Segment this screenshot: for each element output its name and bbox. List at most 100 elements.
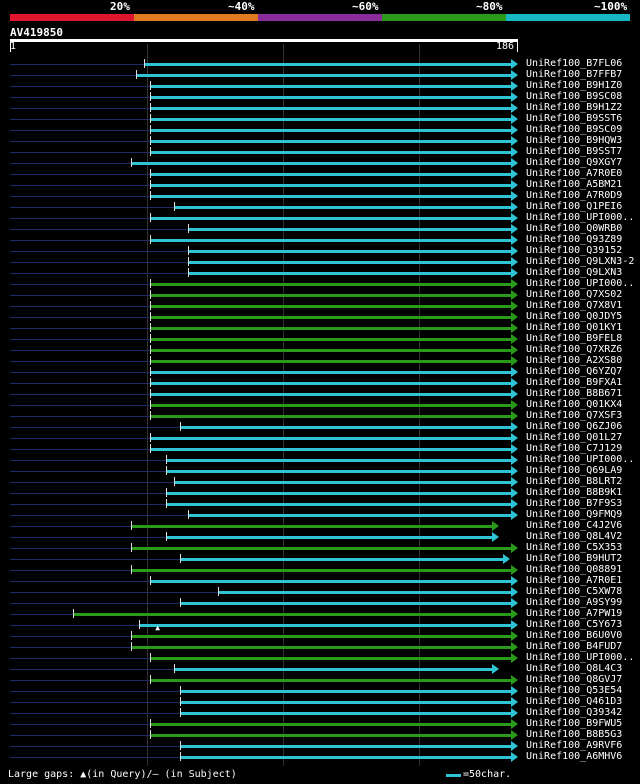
hit-alignment-bar[interactable] (149, 437, 511, 440)
hit-row[interactable]: UniRef100_A2XS80 (0, 355, 640, 367)
hit-row[interactable]: UniRef100_B9SC08 (0, 91, 640, 103)
hit-label[interactable]: UniRef100_B7FL06 (526, 58, 623, 69)
hit-label[interactable]: UniRef100_Q1PEI6 (526, 201, 623, 212)
hit-alignment-bar[interactable] (188, 261, 511, 264)
hit-row[interactable]: UniRef100_Q53E54 (0, 685, 640, 697)
hit-alignment-bar[interactable] (149, 393, 511, 396)
hit-label[interactable]: UniRef100_B9SC09 (526, 124, 623, 135)
hit-alignment-bar[interactable] (138, 624, 511, 627)
hit-row[interactable]: UniRef100_B8B9K1 (0, 487, 640, 499)
hit-alignment-bar[interactable] (179, 756, 511, 759)
hit-row[interactable]: UniRef100_Q7XRZ6 (0, 344, 640, 356)
hit-row[interactable]: UniRef100_Q01KX4 (0, 399, 640, 411)
hit-row[interactable]: UniRef100_B7F9S3 (0, 498, 640, 510)
hit-row[interactable]: UniRef100_A9RVF6 (0, 740, 640, 752)
hit-row[interactable]: UniRef100_Q8L4C3 (0, 663, 640, 675)
hit-label[interactable]: UniRef100_C5X353 (526, 542, 623, 553)
hit-row[interactable]: UniRef100_B9HUT2 (0, 553, 640, 565)
hit-label[interactable]: UniRef100_Q39342 (526, 707, 623, 718)
hit-row[interactable]: UniRef100_B9FXA1 (0, 377, 640, 389)
hit-label[interactable]: UniRef100_Q6YZQ7 (526, 366, 623, 377)
hit-row[interactable]: UniRef100_Q39342 (0, 707, 640, 719)
hit-alignment-bar[interactable] (149, 338, 511, 341)
hit-alignment-bar[interactable] (130, 635, 511, 638)
hit-alignment-bar[interactable] (149, 404, 511, 407)
hit-alignment-bar[interactable] (179, 558, 503, 561)
hit-label[interactable]: UniRef100_C5Y673 (526, 619, 623, 630)
hit-row[interactable]: UniRef100_Q69LA9 (0, 465, 640, 477)
hit-row[interactable]: UniRef100_B7FL06 (0, 58, 640, 70)
hit-row[interactable]: UniRef100_A7R0D9 (0, 190, 640, 202)
hit-label[interactable]: UniRef100_UPI000.. (526, 278, 635, 289)
hit-label[interactable]: UniRef100_Q8L4V2 (526, 531, 623, 542)
hit-alignment-bar[interactable] (136, 74, 511, 77)
hit-label[interactable]: UniRef100_B4FUD7 (526, 641, 623, 652)
hit-row[interactable]: UniRef100_Q08891 (0, 564, 640, 576)
hit-alignment-bar[interactable] (130, 646, 511, 649)
hit-alignment-bar[interactable] (174, 668, 492, 671)
hit-row[interactable]: UniRef100_Q6ZJ06 (0, 421, 640, 433)
hit-alignment-bar[interactable] (149, 151, 511, 154)
hit-row[interactable]: UniRef100_Q0WRB0 (0, 223, 640, 235)
hit-alignment-bar[interactable] (149, 140, 511, 143)
hit-alignment-bar[interactable] (130, 162, 511, 165)
hit-label[interactable]: UniRef100_A7PW19 (526, 608, 623, 619)
hit-alignment-bar[interactable] (149, 448, 511, 451)
hit-row[interactable]: UniRef100_B8B5G3 (0, 729, 640, 741)
hit-label[interactable]: UniRef100_Q53E54 (526, 685, 623, 696)
hit-label[interactable]: UniRef100_B8B671 (526, 388, 623, 399)
hit-alignment-bar[interactable] (218, 591, 511, 594)
hit-label[interactable]: UniRef100_Q01KX4 (526, 399, 623, 410)
hit-label[interactable]: UniRef100_UPI000.. (526, 212, 635, 223)
hit-alignment-bar[interactable] (149, 382, 511, 385)
hit-row[interactable]: UniRef100_Q0JDY5 (0, 311, 640, 323)
hit-label[interactable]: UniRef100_B9SC08 (526, 91, 623, 102)
hit-label[interactable]: UniRef100_A9RVF6 (526, 740, 623, 751)
hit-label[interactable]: UniRef100_Q7XSF3 (526, 410, 623, 421)
hit-label[interactable]: UniRef100_A9SY99 (526, 597, 623, 608)
hit-alignment-bar[interactable] (149, 349, 511, 352)
hit-row[interactable]: UniRef100_B9HQW3 (0, 135, 640, 147)
hit-alignment-bar[interactable] (149, 283, 511, 286)
hit-row[interactable]: UniRef100_C7J129 (0, 443, 640, 455)
hit-alignment-bar[interactable] (149, 294, 511, 297)
hit-row[interactable]: UniRef100_C5XW78 (0, 586, 640, 598)
hit-alignment-bar[interactable] (149, 679, 511, 682)
hit-alignment-bar[interactable] (149, 316, 511, 319)
hit-alignment-bar[interactable] (166, 459, 511, 462)
hit-label[interactable]: UniRef100_Q01L27 (526, 432, 623, 443)
hit-row[interactable]: UniRef100_Q7XS02 (0, 289, 640, 301)
hit-row[interactable]: UniRef100_Q461D3 (0, 696, 640, 708)
hit-label[interactable]: UniRef100_Q9FMQ9 (526, 509, 623, 520)
hit-row[interactable]: UniRef100_A5BM21 (0, 179, 640, 191)
hit-row[interactable]: UniRef100_A6MHV6 (0, 751, 640, 763)
hit-row[interactable]: UniRef100_UPI000.. (0, 652, 640, 664)
hit-label[interactable]: UniRef100_B9FWU5 (526, 718, 623, 729)
hit-label[interactable]: UniRef100_Q08891 (526, 564, 623, 575)
hit-alignment-bar[interactable] (188, 272, 511, 275)
hit-label[interactable]: UniRef100_B6U0V0 (526, 630, 623, 641)
hit-row[interactable]: UniRef100_B9SC09 (0, 124, 640, 136)
hit-row[interactable]: UniRef100_B9FEL8 (0, 333, 640, 345)
hit-alignment-bar[interactable] (166, 503, 511, 506)
hit-alignment-bar[interactable] (149, 723, 511, 726)
hit-row[interactable]: UniRef100_Q9FMQ9 (0, 509, 640, 521)
hit-row[interactable]: UniRef100_Q7XSF3 (0, 410, 640, 422)
hit-row[interactable]: UniRef100_Q1PEI6 (0, 201, 640, 213)
hit-row[interactable]: UniRef100_C4J2V6 (0, 520, 640, 532)
hit-row[interactable]: UniRef100_Q9LXN3-2 (0, 256, 640, 268)
hit-alignment-bar[interactable] (149, 118, 511, 121)
hit-label[interactable]: UniRef100_C5XW78 (526, 586, 623, 597)
hit-row[interactable]: UniRef100_B9H1Z0 (0, 80, 640, 92)
hit-alignment-bar[interactable] (179, 426, 511, 429)
hit-alignment-bar[interactable] (166, 492, 511, 495)
hit-row[interactable]: UniRef100_B9FWU5 (0, 718, 640, 730)
hit-row[interactable]: UniRef100_Q8L4V2 (0, 531, 640, 543)
hit-label[interactable]: UniRef100_B8B5G3 (526, 729, 623, 740)
hit-alignment-bar[interactable] (149, 415, 511, 418)
hit-alignment-bar[interactable] (149, 85, 511, 88)
hit-alignment-bar[interactable] (166, 536, 492, 539)
hit-row[interactable]: ▲ UniRef100_C5Y673 (0, 619, 640, 632)
hit-alignment-bar[interactable] (188, 514, 511, 517)
hit-label[interactable]: UniRef100_A7R0D9 (526, 190, 623, 201)
